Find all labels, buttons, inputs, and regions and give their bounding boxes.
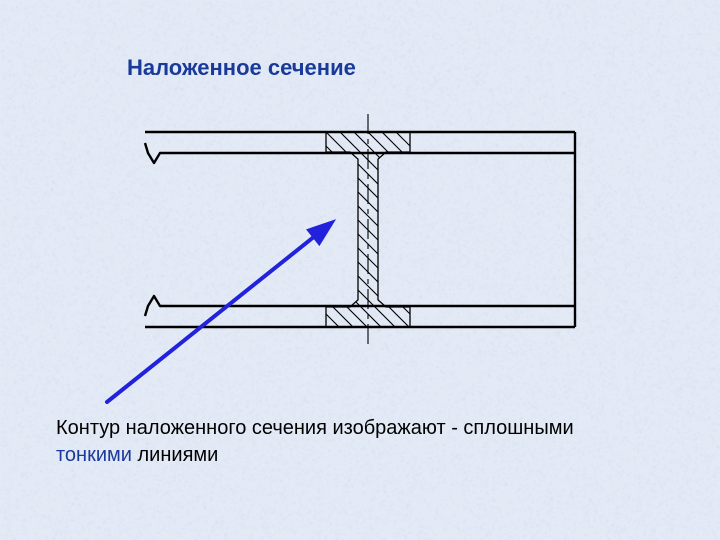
caption-post: линиями <box>132 444 218 466</box>
caption-pre: Контур наложенного сечения изображают - … <box>56 417 574 439</box>
caption-text: Контур наложенного сечения изображают - … <box>56 415 616 469</box>
section-diagram <box>85 102 605 417</box>
page-title: Наложенное сечение <box>127 55 356 81</box>
diagram-svg <box>85 102 605 417</box>
caption-highlight: тонкими <box>56 444 132 466</box>
